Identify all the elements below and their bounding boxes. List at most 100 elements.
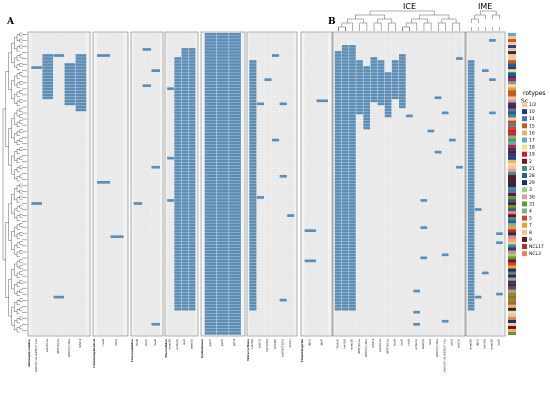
heatmap-cell <box>384 190 392 193</box>
heatmap-cell <box>456 247 463 251</box>
heatmap-cell <box>441 193 449 196</box>
heatmap-cell <box>229 220 241 223</box>
heatmap-cell <box>75 144 87 148</box>
heatmap-cell <box>249 238 257 242</box>
heatmap-cell <box>448 102 456 106</box>
heatmap-cell <box>356 171 363 175</box>
heatmap-cell <box>151 220 160 223</box>
heatmap-cell <box>287 295 295 299</box>
heatmap-cell <box>427 135 435 139</box>
heatmap-cell <box>53 226 65 229</box>
heatmap-cell <box>448 295 456 299</box>
heatmap-cell <box>413 138 421 142</box>
heatmap-cell <box>434 286 442 290</box>
heatmap-cell <box>434 63 442 66</box>
heatmap-cell <box>264 147 272 151</box>
heatmap-cell <box>249 310 257 314</box>
heatmap-cell <box>264 325 272 329</box>
heatmap-cell <box>174 250 182 254</box>
heatmap-cell <box>133 84 143 88</box>
heatmap-cell <box>229 289 241 293</box>
heatmap-cell <box>467 180 475 184</box>
heatmap-cell <box>384 168 392 172</box>
heatmap-cell <box>341 325 349 329</box>
dendrogram-branch <box>11 155 15 175</box>
heatmap-cell <box>204 75 217 78</box>
heatmap-cell <box>377 259 385 263</box>
heatmap-cell <box>304 229 317 233</box>
heatmap-cell <box>249 36 257 39</box>
heatmap-cell <box>279 72 287 75</box>
heatmap-cell <box>441 268 449 272</box>
heatmap-cell <box>406 196 413 199</box>
heatmap-cell <box>370 232 378 236</box>
heatmap-cell <box>413 301 421 305</box>
heatmap-cell <box>474 108 482 112</box>
heatmap-cell <box>370 322 378 326</box>
heatmap-cell <box>384 162 392 166</box>
heatmap-cell <box>467 268 475 272</box>
heatmap-cell <box>334 48 342 51</box>
heatmap-cell <box>434 187 442 190</box>
heatmap-cell <box>249 153 257 157</box>
heatmap-cell <box>406 90 413 94</box>
dendrogram-branch <box>8 52 12 90</box>
heatmap-cell <box>341 283 349 287</box>
heatmap-cell <box>181 57 189 60</box>
heatmap-cell <box>377 202 385 205</box>
heatmap-cell <box>377 45 385 48</box>
heatmap-cell <box>272 199 280 202</box>
heatmap-cell <box>349 289 356 293</box>
heatmap-cell <box>399 174 406 178</box>
heatmap-cell <box>110 99 124 103</box>
heatmap-cell <box>110 220 124 223</box>
heatmap-cell <box>110 217 124 220</box>
heatmap-cell <box>53 283 65 287</box>
heatmap-cell <box>413 184 421 187</box>
heatmap-cell <box>434 156 442 160</box>
dendrogram-branch <box>17 55 20 61</box>
heatmap-cell <box>64 319 76 323</box>
heatmap-cell <box>448 211 456 214</box>
heatmap-cell <box>456 292 463 296</box>
heatmap-cell <box>229 36 241 39</box>
heatmap-cell <box>370 54 378 57</box>
heatmap-cell <box>481 208 489 211</box>
heatmap-cell <box>279 256 287 260</box>
heatmap-cell <box>216 313 229 317</box>
heatmap-cell <box>264 105 272 109</box>
heatmap-cell <box>181 99 189 103</box>
dendrogram-branch <box>14 302 17 312</box>
heatmap-cell <box>216 138 229 142</box>
heatmap-cell <box>287 262 295 266</box>
heatmap-cell <box>406 319 413 323</box>
heatmap-cell <box>391 132 399 136</box>
heatmap-cell <box>142 90 152 94</box>
heatmap-cell <box>377 72 385 75</box>
heatmap-cell <box>142 78 152 82</box>
heatmap-cell <box>133 51 143 54</box>
heatmap-cell <box>279 39 287 42</box>
heatmap-cell <box>481 217 489 220</box>
heatmap-cell <box>75 217 87 220</box>
heatmap-cell <box>420 96 428 100</box>
heatmap-cell <box>181 316 189 320</box>
heatmap-cell <box>279 48 287 51</box>
heatmap-cell <box>181 274 189 278</box>
heatmap-cell <box>256 180 265 184</box>
heatmap-cell <box>334 304 342 308</box>
heatmap-cell <box>406 184 413 187</box>
heatmap-cell <box>110 199 124 202</box>
heatmap-cell <box>151 105 160 109</box>
heatmap-cell <box>31 253 42 257</box>
heatmap-cell <box>264 117 272 121</box>
heatmap-cell <box>304 283 317 287</box>
heatmap-cell <box>174 153 182 157</box>
heatmap-cell <box>151 72 160 75</box>
heatmap-cell <box>391 295 399 299</box>
heatmap-cell <box>42 289 54 293</box>
heatmap-cell <box>341 235 349 239</box>
heatmap-cell <box>377 141 385 145</box>
heatmap-cell <box>467 289 475 293</box>
heatmap-cell <box>75 129 87 133</box>
